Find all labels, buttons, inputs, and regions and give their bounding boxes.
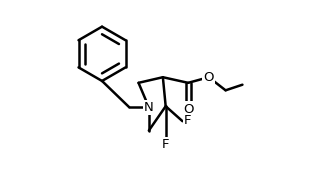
- Text: F: F: [184, 114, 192, 127]
- Text: O: O: [204, 71, 214, 84]
- Text: O: O: [183, 103, 194, 116]
- Text: N: N: [144, 101, 154, 114]
- Text: F: F: [162, 138, 169, 151]
